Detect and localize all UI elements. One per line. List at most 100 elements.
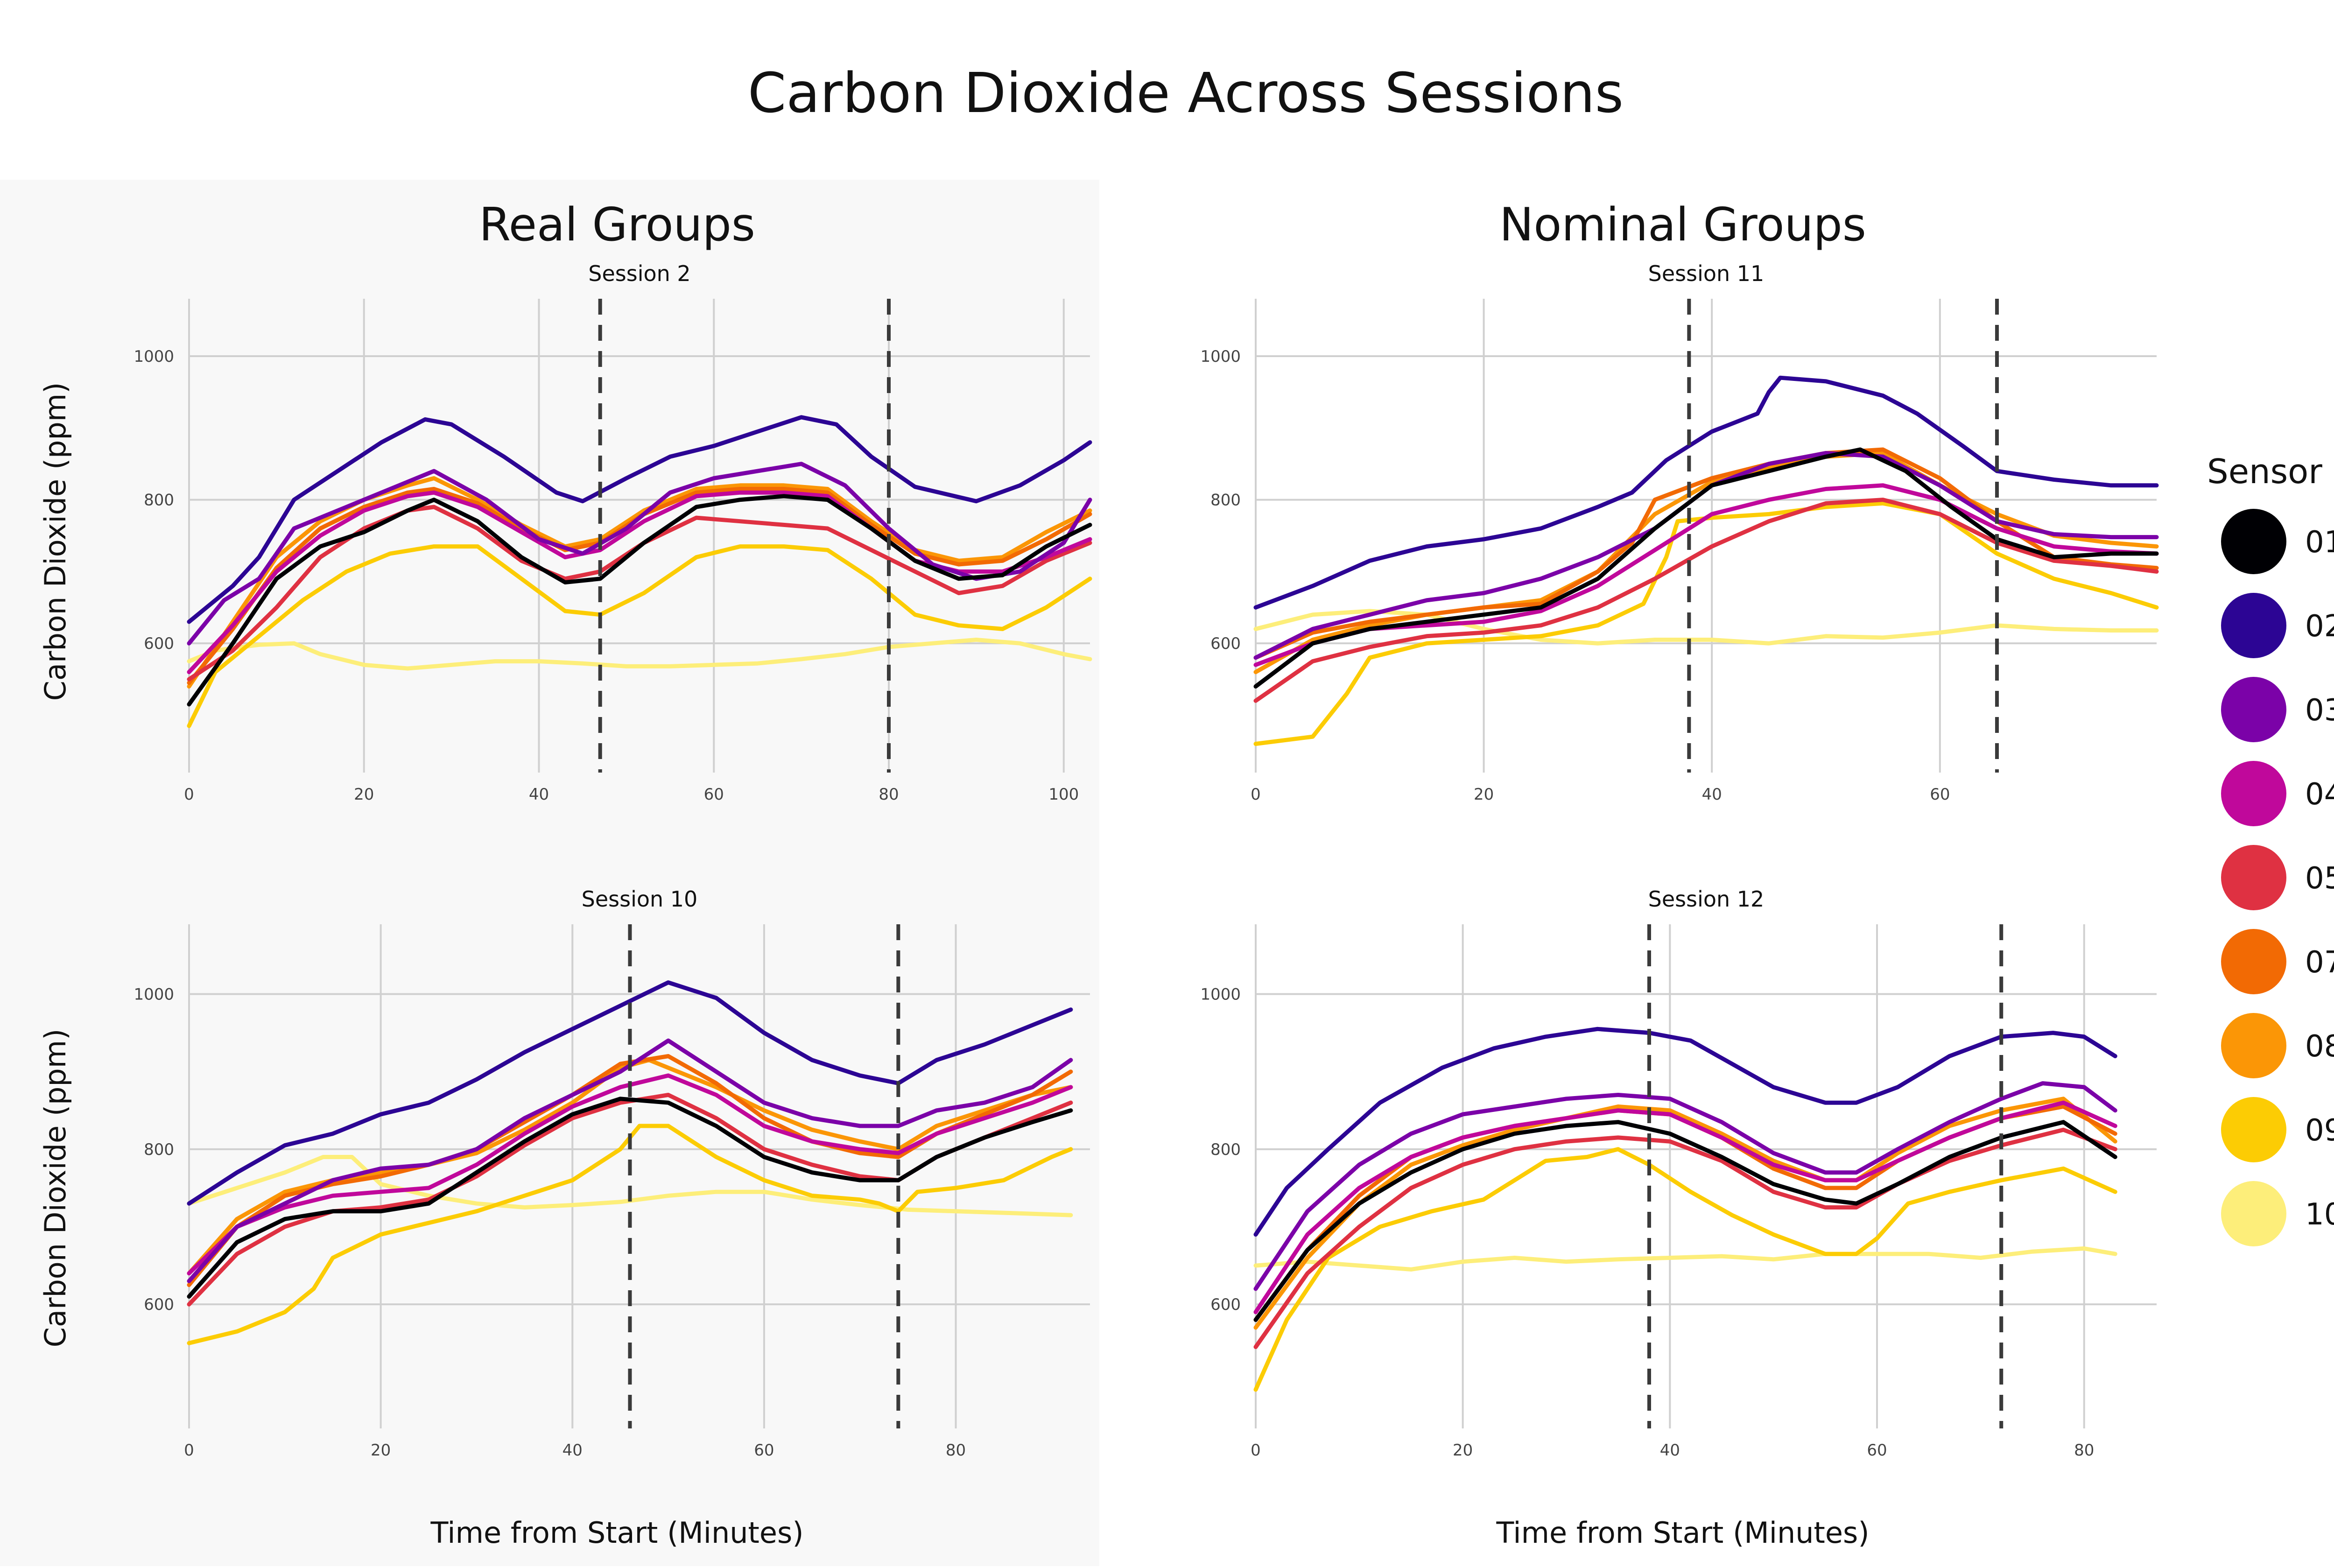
legend-swatch xyxy=(2221,845,2286,910)
x-tick-label: 60 xyxy=(1930,785,1950,804)
legend-swatch xyxy=(2221,1097,2286,1162)
series-line-sensor-08 xyxy=(1253,1097,2117,1330)
legend-label: 08 xyxy=(2305,1029,2334,1064)
panel-title: Session 11 xyxy=(1648,261,1765,286)
series-line-sensor-02 xyxy=(187,415,1092,624)
legend-label: 05 xyxy=(2305,861,2334,896)
x-tick-label: 60 xyxy=(704,785,724,804)
series-line-sensor-02 xyxy=(187,980,1073,1206)
x-axis-label-nominal: Time from Start (Minutes) xyxy=(1496,1516,1869,1550)
legend-item-sensor-09: 09 xyxy=(2221,1097,2334,1162)
x-tick-label: 0 xyxy=(184,1441,194,1460)
series-line-sensor-10 xyxy=(1253,609,2159,646)
y-tick-label: 600 xyxy=(144,1295,174,1314)
x-tick-label: 40 xyxy=(1660,1441,1680,1460)
series-line-sensor-03 xyxy=(1253,1081,2117,1291)
x-tick-label: 40 xyxy=(562,1441,583,1460)
y-tick-label: 1000 xyxy=(1200,347,1241,366)
legend-swatch xyxy=(2221,509,2286,574)
legend-label: 10 xyxy=(2305,1197,2334,1232)
legend-label: 09 xyxy=(2305,1113,2334,1148)
series-line-sensor-09 xyxy=(1253,1147,2117,1392)
x-tick-label: 0 xyxy=(184,785,194,804)
series-line-sensor-09 xyxy=(187,544,1092,728)
legend-item-sensor-08: 08 xyxy=(2221,1013,2334,1078)
series-line-sensor-01 xyxy=(1253,1120,2117,1322)
series-line-sensor-04 xyxy=(1253,1100,2117,1315)
legend-swatch xyxy=(2221,929,2286,994)
y-tick-label: 800 xyxy=(144,491,174,510)
legend-item-sensor-01: 01 xyxy=(2221,509,2334,574)
series-line-sensor-09 xyxy=(187,1124,1073,1345)
legend: Sensor 01 02 03 04 05 07 08 09 10 xyxy=(2207,452,2334,1246)
x-tick-label: 20 xyxy=(1474,785,1494,804)
series-line-sensor-02 xyxy=(1253,1027,2117,1237)
y-tick-label: 600 xyxy=(1210,634,1241,653)
x-tick-label: 100 xyxy=(1048,785,1079,804)
x-tick-label: 40 xyxy=(1702,785,1722,804)
panel-title: Session 10 xyxy=(582,886,698,912)
panel-session-12: Session 12 0 20 40 60 80 600 800 1000 xyxy=(1200,886,2157,1460)
series-line-sensor-05 xyxy=(1253,498,2159,703)
series-line-sensor-10 xyxy=(1253,1246,2117,1272)
y-tick-label: 1000 xyxy=(1200,985,1241,1004)
legend-swatch xyxy=(2221,1013,2286,1078)
x-tick-label: 60 xyxy=(754,1441,774,1460)
x-tick-label: 80 xyxy=(879,785,899,804)
series-line-sensor-10 xyxy=(187,638,1092,671)
panel-title: Session 12 xyxy=(1648,886,1765,912)
legend-swatch xyxy=(2221,677,2286,742)
series-line-sensor-09 xyxy=(1253,501,2159,746)
y-tick-label: 600 xyxy=(1210,1295,1241,1314)
series-line-sensor-07 xyxy=(187,487,1092,685)
y-axis-label-top: Carbon Dioxide (ppm) xyxy=(38,382,72,701)
x-tick-label: 60 xyxy=(1867,1441,1887,1460)
legend-item-sensor-03: 03 xyxy=(2221,677,2334,742)
legend-item-sensor-07: 07 xyxy=(2221,929,2334,994)
legend-item-sensor-02: 02 xyxy=(2221,593,2334,658)
x-tick-label: 80 xyxy=(2074,1441,2094,1460)
y-tick-label: 600 xyxy=(144,634,174,653)
series-line-sensor-01 xyxy=(187,494,1092,707)
series-line-sensor-01 xyxy=(1253,447,2159,689)
legend-swatch xyxy=(2221,593,2286,658)
legend-item-sensor-05: 05 xyxy=(2221,845,2334,910)
x-tick-label: 0 xyxy=(1251,785,1261,804)
legend-item-sensor-04: 04 xyxy=(2221,761,2334,826)
x-tick-label: 0 xyxy=(1251,1441,1261,1460)
x-tick-label: 20 xyxy=(354,785,374,804)
series-line-sensor-05 xyxy=(187,505,1092,682)
y-tick-label: 800 xyxy=(1210,491,1241,510)
series-line-sensor-03 xyxy=(187,1038,1073,1283)
y-tick-label: 800 xyxy=(1210,1140,1241,1159)
series-line-sensor-04 xyxy=(187,1073,1073,1276)
x-tick-label: 80 xyxy=(946,1441,966,1460)
x-tick-label: 40 xyxy=(529,785,549,804)
legend-label: 04 xyxy=(2305,777,2334,812)
y-tick-label: 800 xyxy=(144,1140,174,1159)
panel-session-10: Session 10 0 20 40 60 80 600 800 1000 xyxy=(134,886,1090,1460)
legend-label: 01 xyxy=(2305,525,2334,560)
y-tick-label: 1000 xyxy=(134,985,174,1004)
series-line-sensor-05 xyxy=(1253,1127,2117,1349)
series-line-sensor-07 xyxy=(1253,447,2159,660)
real-groups-background xyxy=(0,180,1099,1566)
x-tick-label: 20 xyxy=(371,1441,391,1460)
series-line-sensor-03 xyxy=(187,462,1092,646)
legend-label: 07 xyxy=(2305,945,2334,980)
legend-label: 02 xyxy=(2305,609,2334,644)
legend-swatch xyxy=(2221,1181,2286,1246)
series-line-sensor-01 xyxy=(187,1097,1073,1299)
group-title-real: Real Groups xyxy=(479,198,755,252)
legend-item-sensor-10: 10 xyxy=(2221,1181,2334,1246)
chart-title: Carbon Dioxide Across Sessions xyxy=(748,61,1624,125)
series-line-sensor-04 xyxy=(1253,483,2159,667)
legend-label: 03 xyxy=(2305,693,2334,728)
legend-title: Sensor xyxy=(2207,452,2322,491)
panel-title: Session 2 xyxy=(588,261,690,286)
legend-swatch xyxy=(2221,761,2286,826)
series-line-sensor-02 xyxy=(1253,375,2159,610)
